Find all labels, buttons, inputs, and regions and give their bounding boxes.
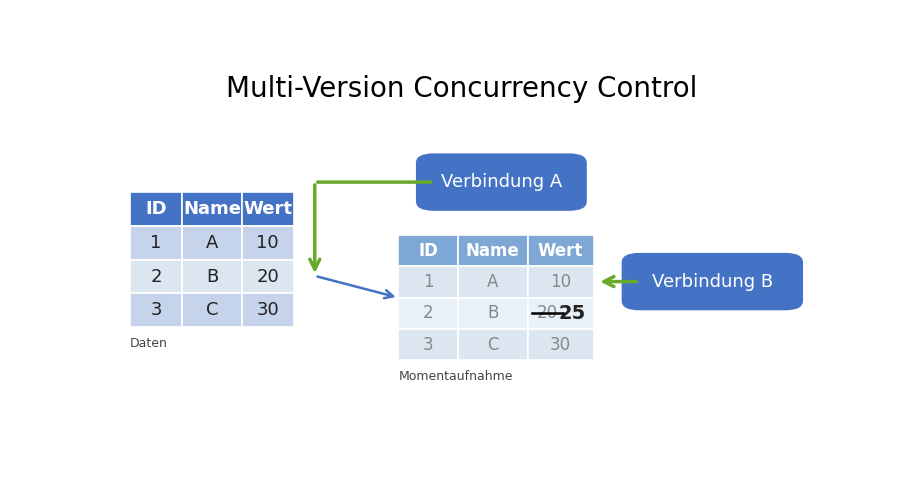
FancyBboxPatch shape — [182, 293, 241, 327]
Text: 30: 30 — [256, 301, 279, 319]
FancyBboxPatch shape — [130, 226, 182, 260]
Text: 10: 10 — [550, 273, 572, 291]
FancyBboxPatch shape — [130, 293, 182, 327]
FancyBboxPatch shape — [399, 298, 458, 329]
FancyBboxPatch shape — [458, 266, 527, 298]
FancyBboxPatch shape — [527, 266, 594, 298]
FancyBboxPatch shape — [458, 298, 527, 329]
FancyBboxPatch shape — [399, 235, 458, 266]
Text: A: A — [487, 273, 499, 291]
FancyBboxPatch shape — [527, 329, 594, 360]
Text: Wert: Wert — [538, 242, 583, 259]
Text: 30: 30 — [550, 336, 572, 354]
Text: 20: 20 — [256, 267, 279, 286]
FancyBboxPatch shape — [182, 260, 241, 293]
FancyBboxPatch shape — [416, 154, 587, 211]
FancyBboxPatch shape — [241, 226, 293, 260]
Text: Daten: Daten — [130, 337, 167, 350]
Text: Momentaufnahme: Momentaufnahme — [399, 370, 513, 383]
Text: B: B — [206, 267, 218, 286]
Text: 25: 25 — [559, 304, 586, 323]
FancyBboxPatch shape — [130, 260, 182, 293]
Text: ID: ID — [145, 200, 166, 218]
FancyBboxPatch shape — [182, 226, 241, 260]
Text: Verbindung A: Verbindung A — [441, 173, 562, 191]
Text: Name: Name — [183, 200, 241, 218]
Text: 3: 3 — [423, 336, 434, 354]
Text: 3: 3 — [150, 301, 162, 319]
Text: C: C — [487, 336, 499, 354]
FancyBboxPatch shape — [130, 192, 182, 226]
Text: Verbindung B: Verbindung B — [652, 272, 773, 291]
FancyBboxPatch shape — [458, 235, 527, 266]
FancyBboxPatch shape — [241, 293, 293, 327]
FancyBboxPatch shape — [458, 329, 527, 360]
Text: 1: 1 — [423, 273, 434, 291]
FancyBboxPatch shape — [241, 260, 293, 293]
FancyBboxPatch shape — [399, 329, 458, 360]
FancyBboxPatch shape — [241, 192, 293, 226]
Text: C: C — [205, 301, 218, 319]
FancyBboxPatch shape — [527, 235, 594, 266]
Text: 2: 2 — [150, 267, 162, 286]
Text: Multi-Version Concurrency Control: Multi-Version Concurrency Control — [226, 75, 697, 103]
Text: Name: Name — [466, 242, 519, 259]
Text: 2: 2 — [423, 304, 434, 323]
FancyBboxPatch shape — [622, 253, 803, 310]
Text: Wert: Wert — [243, 200, 292, 218]
Text: A: A — [206, 234, 218, 252]
Text: ID: ID — [418, 242, 438, 259]
FancyBboxPatch shape — [182, 192, 241, 226]
FancyBboxPatch shape — [399, 266, 458, 298]
Text: 10: 10 — [256, 234, 279, 252]
Text: 20: 20 — [536, 304, 558, 323]
Text: B: B — [487, 304, 499, 323]
Text: 1: 1 — [150, 234, 162, 252]
FancyBboxPatch shape — [527, 298, 594, 329]
